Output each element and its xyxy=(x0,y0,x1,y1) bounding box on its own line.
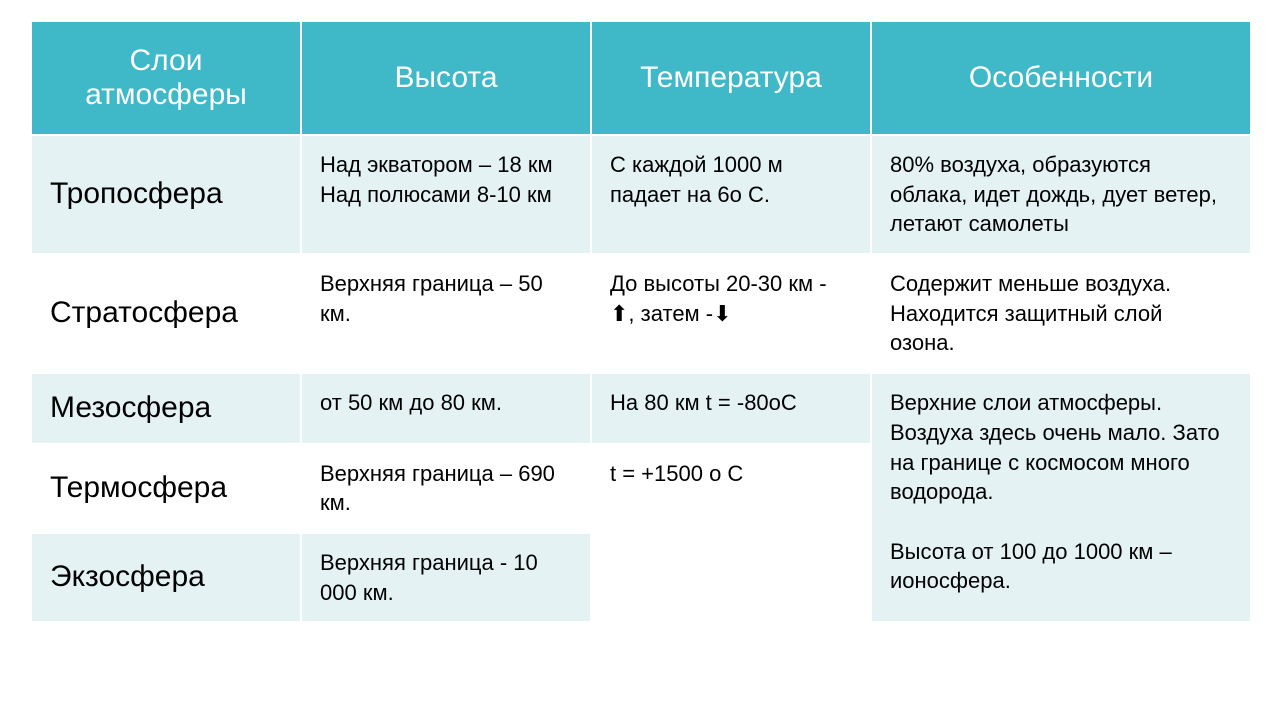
cell-height: Над экватором – 18 км Над полюсами 8-10 … xyxy=(301,135,591,254)
cell-features: 80% воздуха, образуются облака, идет дож… xyxy=(871,135,1251,254)
cell-features-merged: Верхние слои атмосферы. Воздуха здесь оч… xyxy=(871,373,1251,622)
col-header-height: Высота xyxy=(301,21,591,135)
col-header-temperature: Температура xyxy=(591,21,871,135)
cell-layer: Термосфера xyxy=(31,444,301,533)
cell-layer: Экзосфера xyxy=(31,533,301,622)
cell-temperature: До высоты 20-30 км - ⬆, затем -⬇ xyxy=(591,254,871,373)
col-header-features: Особенности xyxy=(871,21,1251,135)
col-header-layer: Слои атмосферы xyxy=(31,21,301,135)
cell-layer: Стратосфера xyxy=(31,254,301,373)
atmosphere-table: Слои атмосферы Высота Температура Особен… xyxy=(30,20,1252,623)
table-header-row: Слои атмосферы Высота Температура Особен… xyxy=(31,21,1251,135)
table-row: Мезосфера от 50 км до 80 км. На 80 км t … xyxy=(31,373,1251,444)
cell-layer: Тропосфера xyxy=(31,135,301,254)
cell-height: Верхняя граница – 690 км. xyxy=(301,444,591,533)
table-row: Стратосфера Верхняя граница – 50 км. До … xyxy=(31,254,1251,373)
cell-temperature: На 80 км t = -80oC xyxy=(591,373,871,444)
cell-height: Верхняя граница - 10 000 км. xyxy=(301,533,591,622)
cell-temperature: С каждой 1000 м падает на 6o C. xyxy=(591,135,871,254)
cell-temperature: t = +1500 о С xyxy=(591,444,871,623)
cell-features: Содержит меньше воздуха. Находится защит… xyxy=(871,254,1251,373)
table-row: Тропосфера Над экватором – 18 км Над пол… xyxy=(31,135,1251,254)
cell-height: Верхняя граница – 50 км. xyxy=(301,254,591,373)
cell-layer: Мезосфера xyxy=(31,373,301,444)
cell-height: от 50 км до 80 км. xyxy=(301,373,591,444)
